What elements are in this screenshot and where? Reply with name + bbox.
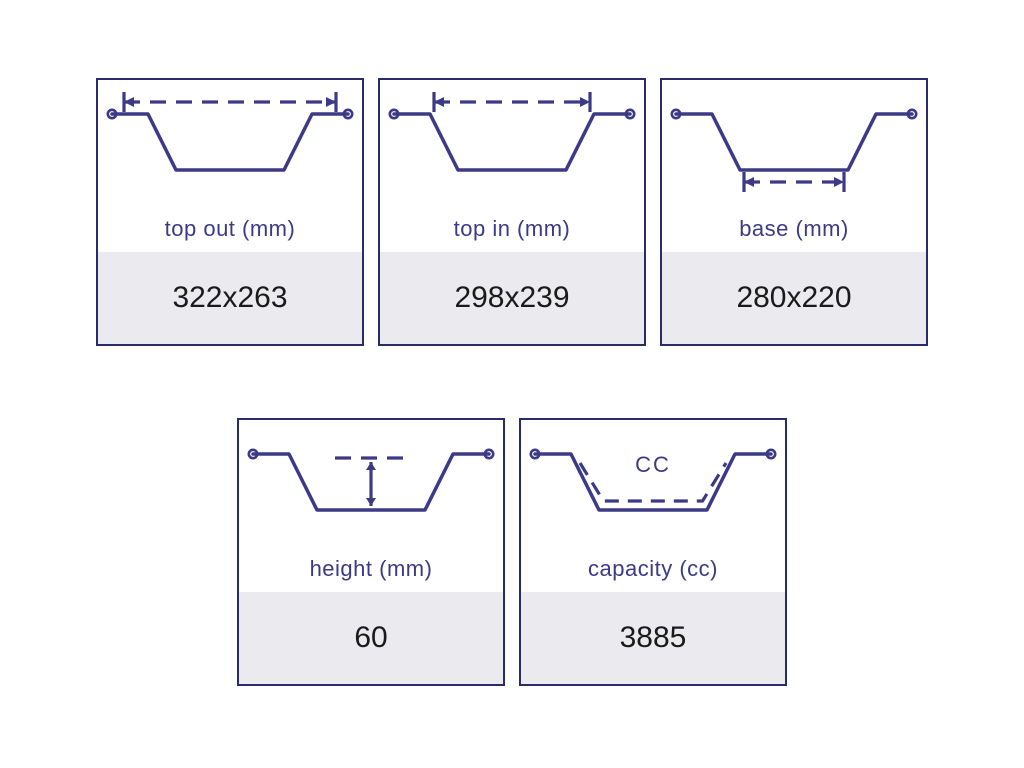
value-height: 60: [239, 592, 503, 684]
value-base: 280x220: [662, 252, 926, 344]
label-capacity: capacity (cc): [521, 546, 785, 592]
diagram-capacity: CC: [521, 420, 785, 546]
row-bottom: height (mm)60 CC capacity (cc)3885: [0, 418, 1024, 686]
spec-card-top-out: top out (mm)322x263: [96, 78, 364, 346]
diagram-height: [239, 420, 503, 546]
label-height: height (mm): [239, 546, 503, 592]
value-top-out: 322x263: [98, 252, 362, 344]
row-top: top out (mm)322x263top in (mm)298x239bas…: [0, 78, 1024, 346]
spec-card-base: base (mm)280x220: [660, 78, 928, 346]
label-top-in: top in (mm): [380, 206, 644, 252]
diagram-base: [662, 80, 926, 206]
diagram-top-out: [98, 80, 362, 206]
spec-card-height: height (mm)60: [237, 418, 505, 686]
diagram-top-in: [380, 80, 644, 206]
value-capacity: 3885: [521, 592, 785, 684]
label-top-out: top out (mm): [98, 206, 362, 252]
svg-text:CC: CC: [635, 452, 671, 477]
spec-card-top-in: top in (mm)298x239: [378, 78, 646, 346]
label-base: base (mm): [662, 206, 926, 252]
value-top-in: 298x239: [380, 252, 644, 344]
spec-card-capacity: CC capacity (cc)3885: [519, 418, 787, 686]
